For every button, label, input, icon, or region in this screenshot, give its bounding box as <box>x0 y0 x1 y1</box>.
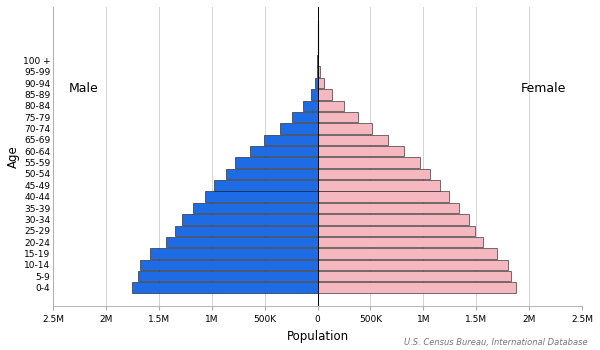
Bar <box>317 226 475 236</box>
Bar <box>317 191 449 202</box>
Bar <box>317 260 508 270</box>
Y-axis label: Age: Age <box>7 145 20 168</box>
Bar <box>166 237 317 247</box>
Text: Male: Male <box>69 82 99 95</box>
Bar <box>317 180 440 191</box>
Bar <box>317 158 420 168</box>
Bar <box>280 123 317 134</box>
Bar <box>263 135 317 145</box>
Bar <box>140 260 317 270</box>
Bar <box>317 100 344 111</box>
Bar <box>317 135 388 145</box>
Bar <box>317 282 517 293</box>
Bar <box>250 146 317 156</box>
Text: Female: Female <box>521 82 566 95</box>
Bar <box>138 271 317 281</box>
Bar <box>317 123 371 134</box>
Bar <box>317 271 511 281</box>
Bar <box>317 89 332 100</box>
Bar <box>317 78 324 88</box>
Bar <box>226 169 317 179</box>
Bar <box>214 180 317 191</box>
Bar <box>151 248 317 259</box>
Bar <box>303 100 317 111</box>
Bar <box>317 237 482 247</box>
X-axis label: Population: Population <box>287 330 349 343</box>
Bar <box>317 112 358 122</box>
Bar <box>317 214 469 225</box>
Bar <box>317 66 320 77</box>
Text: U.S. Census Bureau, International Database: U.S. Census Bureau, International Databa… <box>404 337 588 346</box>
Bar <box>292 112 317 122</box>
Bar <box>205 191 317 202</box>
Bar <box>311 89 317 100</box>
Bar <box>317 203 460 213</box>
Bar <box>193 203 317 213</box>
Bar <box>175 226 317 236</box>
Bar <box>317 248 497 259</box>
Bar <box>235 158 317 168</box>
Bar <box>315 78 317 88</box>
Bar <box>182 214 317 225</box>
Bar <box>133 282 317 293</box>
Bar <box>317 146 404 156</box>
Bar <box>317 169 430 179</box>
